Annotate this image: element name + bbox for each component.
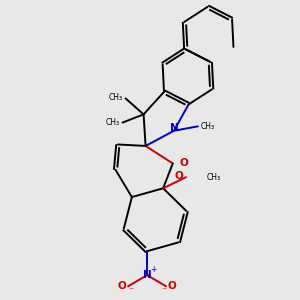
Text: N: N [143,270,152,280]
Text: CH₃: CH₃ [200,122,214,131]
Text: O: O [175,171,184,181]
Text: ⁻: ⁻ [128,286,133,296]
Text: N: N [170,123,179,134]
Text: CH₃: CH₃ [109,93,123,102]
Text: ⁻: ⁻ [161,286,166,296]
Text: +: + [150,265,156,274]
Text: CH₃: CH₃ [106,118,120,127]
Text: O: O [179,158,188,168]
Text: O: O [167,281,176,291]
Text: O: O [118,281,127,291]
Text: CH₃: CH₃ [206,173,220,182]
